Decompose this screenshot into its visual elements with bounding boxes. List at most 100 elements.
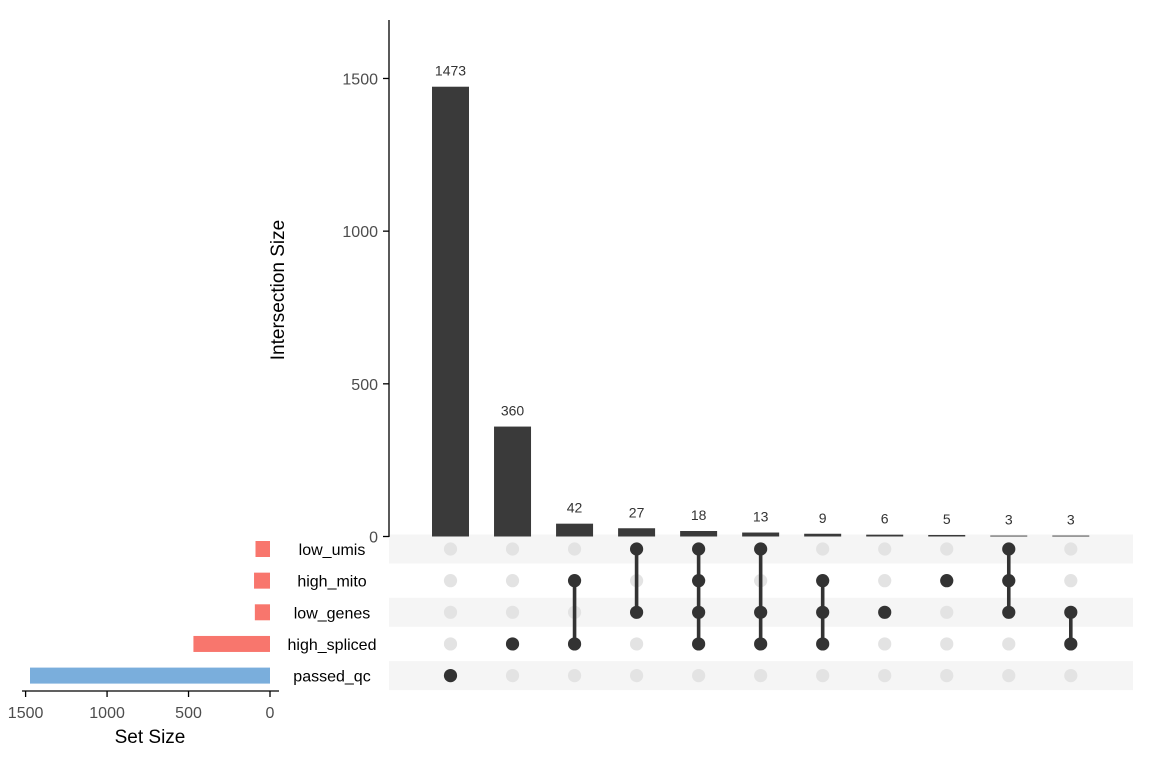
intersection-bar: [618, 528, 656, 537]
intersection-bar: [990, 535, 1028, 537]
matrix-dot-active: [629, 542, 644, 556]
set-size-bar-high_spliced: [193, 635, 270, 652]
intersection-bar-label: 9: [819, 510, 827, 526]
x-tick-label: 1500: [8, 705, 44, 722]
y-tick-label: 1500: [342, 71, 378, 88]
matrix-dot-active: [567, 574, 582, 588]
matrix-dot-inactive: [940, 605, 954, 619]
intersection-bar: [928, 534, 966, 537]
x-tick-label: 0: [266, 705, 275, 722]
set-size-bar-high_mito: [254, 572, 270, 589]
intersection-bar-label: 18: [691, 507, 707, 523]
set-label-passed_qc: passed_qc: [293, 669, 370, 686]
y-tick-label: 1000: [342, 224, 378, 241]
matrix-dot-active: [940, 574, 954, 588]
set-size-bar-low_genes: [254, 604, 270, 621]
matrix-dot-inactive: [940, 637, 954, 651]
matrix-dot-active: [1002, 605, 1016, 619]
set-label-high_spliced: high_spliced: [288, 637, 377, 654]
set-size-bar-low_umis: [255, 541, 270, 557]
matrix-dot-inactive: [692, 669, 706, 683]
matrix-dot-active: [567, 637, 582, 651]
matrix-dot-inactive: [629, 669, 644, 683]
matrix-dot-inactive: [1002, 669, 1016, 683]
set-labels: low_umis high_mito low_genes high_splicedpa…: [288, 542, 377, 686]
intersection-bar: [1052, 535, 1090, 537]
intersection-bar-label: 5: [943, 511, 951, 527]
set-size-axis-ticks: 1500 1000 500 0: [8, 691, 275, 722]
matrix-dot-inactive: [816, 542, 830, 556]
matrix-dot-active: [1002, 574, 1016, 588]
matrix-dot-active: [692, 605, 706, 619]
set-label-high_mito: high_mito: [297, 574, 366, 591]
y-tick-label: 0: [369, 530, 378, 547]
matrix-dot-inactive: [567, 669, 582, 683]
matrix-dot-inactive: [505, 542, 520, 556]
intersection-bar: [556, 523, 594, 537]
matrix-dot-inactive: [878, 542, 892, 556]
matrix-dot-inactive: [505, 574, 520, 588]
intersection-bar-label: 1473: [435, 63, 466, 79]
intersection-bar-label: 27: [629, 504, 645, 520]
y-tick-label: 500: [351, 377, 378, 394]
intersection-bar-label: 360: [501, 403, 525, 419]
intersection-bars: 1473 360 42 27 18 13 9 6 5 3 3: [432, 63, 1090, 537]
matrix-dot-inactive: [940, 669, 954, 683]
set-label-low_genes: low_genes: [294, 605, 371, 622]
intersection-bar: [494, 426, 532, 537]
intersection-bar: [742, 532, 780, 537]
matrix-dot-inactive: [878, 637, 892, 651]
matrix-dot-active: [692, 637, 706, 651]
matrix-dot-active: [816, 574, 830, 588]
matrix-dot-inactive: [505, 669, 520, 683]
intersection-bar-label: 3: [1005, 512, 1013, 528]
intersection-bar: [804, 533, 842, 537]
matrix-dot-active: [1002, 542, 1016, 556]
set-size-bar-passed_qc: [30, 667, 270, 684]
matrix-dot-inactive: [940, 542, 954, 556]
matrix-dot-active: [692, 574, 706, 588]
matrix-dot-inactive: [878, 669, 892, 683]
matrix-dot-inactive: [1064, 542, 1078, 556]
matrix-dot-active: [754, 605, 768, 619]
intersection-matrix: [443, 542, 1078, 683]
matrix-dot-inactive: [1064, 669, 1078, 683]
matrix-dot-active: [816, 637, 830, 651]
intersection-axis-ticks: 0 500 1000 1500: [342, 71, 389, 547]
matrix-dot-inactive: [1064, 574, 1078, 588]
intersection-bar-label: 6: [881, 511, 889, 527]
matrix-dot-inactive: [1002, 637, 1016, 651]
matrix-dot-active: [754, 542, 768, 556]
matrix-dot-active: [629, 605, 644, 619]
matrix-dot-active: [692, 542, 706, 556]
set-size-bars: [30, 541, 270, 684]
intersection-bar: [866, 534, 904, 537]
matrix-dot-active: [754, 637, 768, 651]
matrix-dot-active: [505, 637, 520, 651]
matrix-dot-active: [816, 605, 830, 619]
intersection-axis-title: Intersection Size: [268, 220, 289, 360]
matrix-dot-inactive: [629, 637, 644, 651]
matrix-dot-active: [1064, 637, 1078, 651]
set-label-low_umis: low_umis: [299, 542, 366, 559]
matrix-dot-active: [1064, 605, 1078, 619]
matrix-dot-active: [443, 669, 458, 683]
matrix-dot-inactive: [443, 574, 458, 588]
matrix-dot-inactive: [754, 669, 768, 683]
matrix-dot-inactive: [443, 542, 458, 556]
intersection-bar-label: 42: [567, 500, 583, 516]
matrix-dot-inactive: [443, 605, 458, 619]
x-tick-label: 500: [175, 705, 202, 722]
matrix-dot-inactive: [443, 637, 458, 651]
matrix-dot-inactive: [567, 542, 582, 556]
matrix-dot-inactive: [816, 669, 830, 683]
matrix-dot-active: [878, 605, 892, 619]
intersection-bar: [432, 86, 469, 537]
intersection-bar: [680, 531, 718, 537]
matrix-dot-inactive: [505, 605, 520, 619]
intersection-bar-label: 13: [753, 509, 769, 525]
matrix-dot-inactive: [878, 574, 892, 588]
x-tick-label: 1000: [89, 705, 125, 722]
set-size-axis-title: Set Size: [115, 727, 186, 748]
